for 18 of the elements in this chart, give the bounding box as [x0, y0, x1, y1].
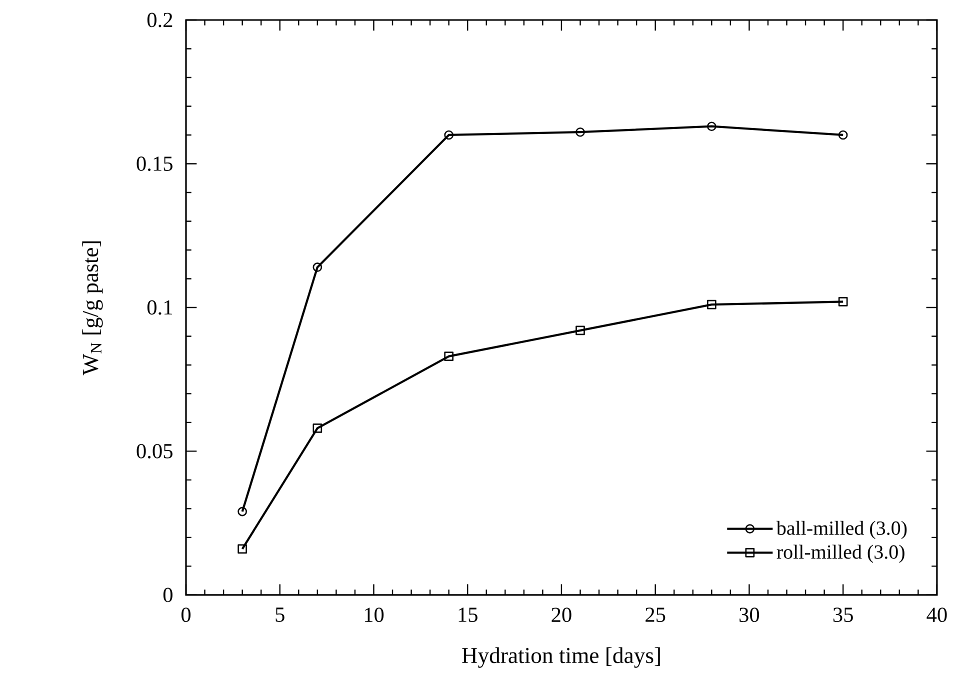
x-axis-title: Hydration time [days] [462, 647, 660, 668]
y-tick-label: 0.15 [136, 156, 172, 172]
y-axis-title: W$_{N}$ [g/g paste] [82, 241, 103, 376]
x-tick-label: 15 [458, 608, 478, 622]
x-tick-label: 40 [926, 608, 947, 622]
y-tick-label: 0.05 [136, 444, 172, 459]
x-tick-label: 10 [364, 608, 384, 622]
legend-label: ball-milled (3.0) [776, 520, 907, 540]
x-tick-label: 25 [646, 608, 666, 622]
x-tick-label: 0 [181, 608, 191, 622]
x-tick-label: 20 [552, 608, 572, 622]
legend-label: roll-milled (3.0) [776, 544, 904, 563]
x-tick-label: 35 [833, 608, 853, 622]
x-tick-label: 30 [740, 608, 760, 622]
y-tick-label: 0.1 [147, 300, 172, 315]
y-tick-label: 0.2 [147, 12, 172, 28]
x-tick-label: 5 [276, 608, 284, 622]
y-tick-label: 0 [163, 588, 172, 602]
